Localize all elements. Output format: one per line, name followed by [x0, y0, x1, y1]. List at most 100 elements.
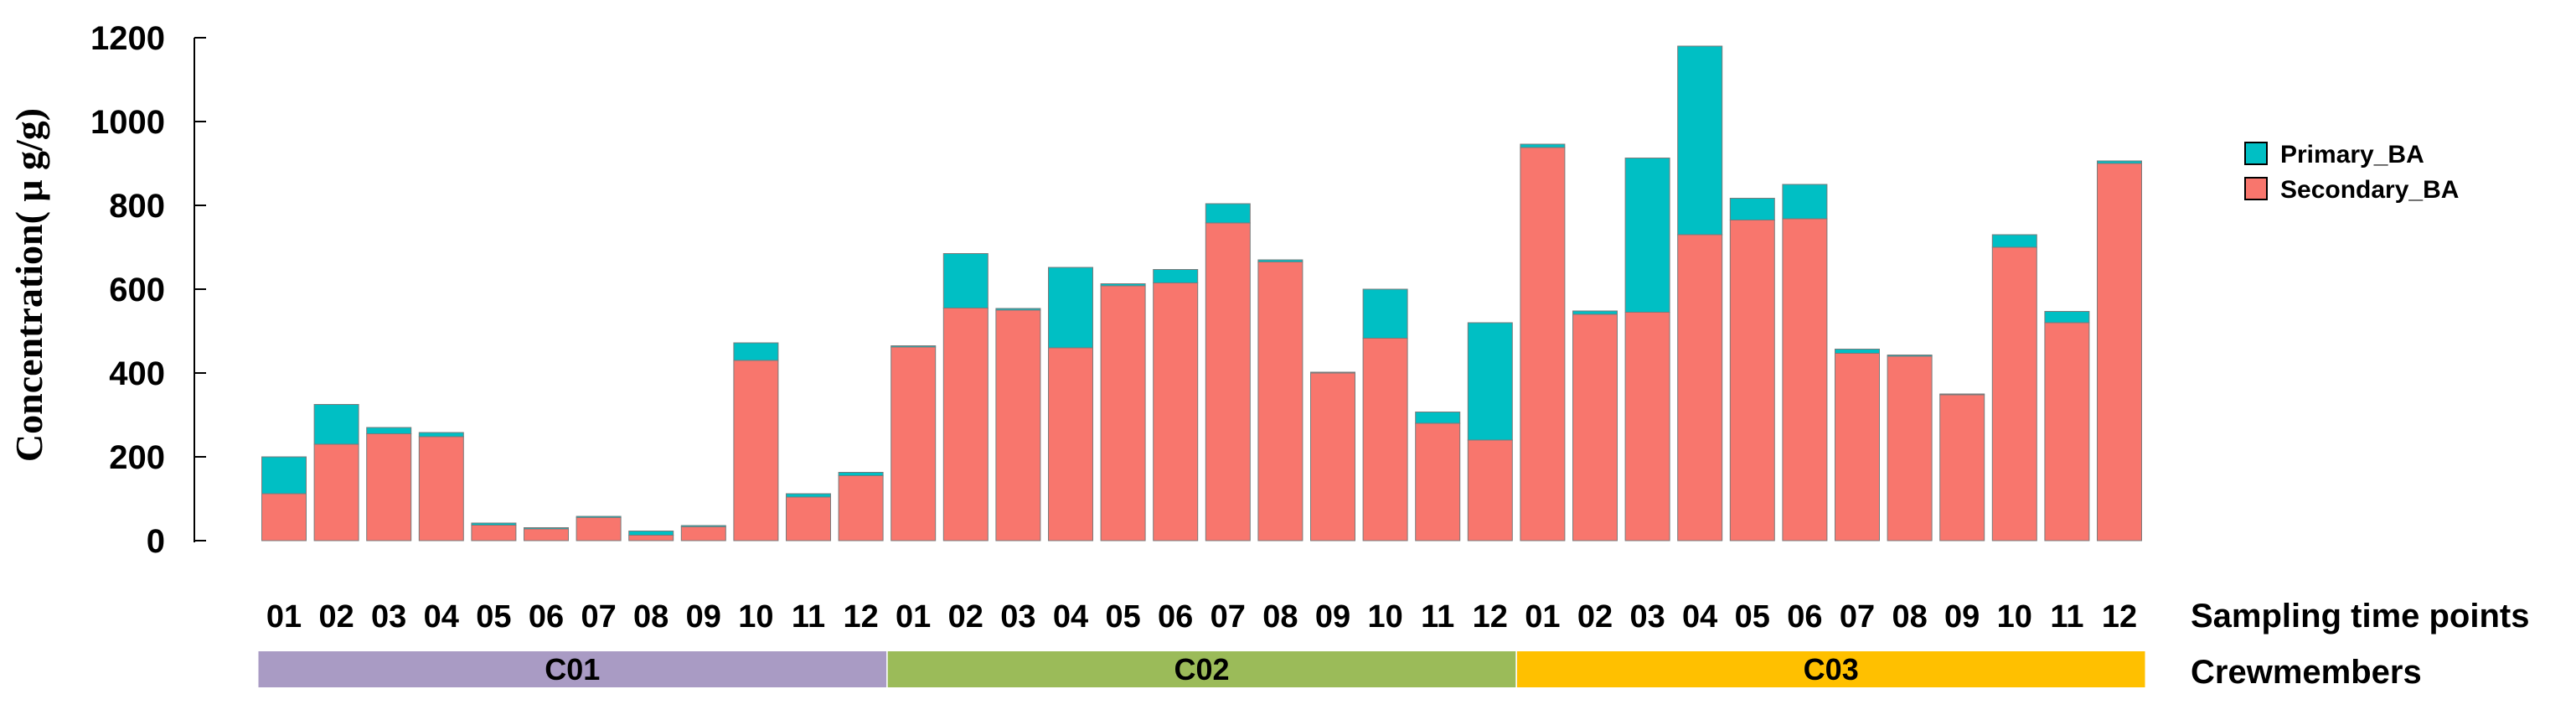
group-axis-title: Crewmembers — [2191, 654, 2422, 691]
bar-primary-ba — [576, 516, 622, 518]
legend-swatch — [2244, 177, 2268, 200]
y-tick-label: 400 — [109, 355, 165, 392]
bar-secondary-ba — [1624, 312, 1670, 541]
x-tick-label: 03 — [1629, 599, 1665, 635]
bar-secondary-ba — [995, 309, 1041, 541]
bars — [261, 45, 2142, 541]
x-tick-label: 06 — [529, 599, 564, 635]
x-tick-label: 03 — [1000, 599, 1035, 635]
x-tick-label: 06 — [1787, 599, 1822, 635]
legend: Primary_BA Secondary_BA — [2244, 141, 2459, 204]
bar-secondary-ba — [942, 308, 989, 541]
bar-primary-ba — [1467, 322, 1513, 441]
x-tick-label: 02 — [318, 599, 354, 635]
bar-secondary-ba — [1520, 147, 1566, 541]
bar-secondary-ba — [1310, 372, 1355, 541]
bar-secondary-ba — [1729, 220, 1775, 541]
x-tick-label: 02 — [948, 599, 983, 635]
bar-secondary-ba — [1362, 338, 1408, 541]
bar-secondary-ba — [1467, 439, 1513, 541]
bar-primary-ba — [1520, 143, 1566, 148]
bar-primary-ba — [1677, 45, 1723, 236]
x-tick-label: 04 — [1053, 599, 1088, 635]
x-tick-label: 08 — [1892, 599, 1927, 635]
x-tick-label: 09 — [1944, 599, 1980, 635]
x-tick-label: 12 — [2102, 599, 2137, 635]
bar-primary-ba — [1362, 288, 1408, 339]
bar-secondary-ba — [838, 475, 884, 541]
x-tick-label: 04 — [424, 599, 459, 635]
x-tick-label: 04 — [1682, 599, 1717, 635]
x-tick-label: 09 — [1315, 599, 1350, 635]
x-tick-label: 07 — [581, 599, 616, 635]
y-tick-label: 800 — [109, 188, 165, 225]
bar-secondary-ba — [628, 535, 674, 541]
x-tick-label: 11 — [2050, 599, 2083, 635]
x-tick-label: 07 — [1211, 599, 1246, 635]
y-tick-label: 1200 — [90, 20, 165, 57]
y-axis: 0 200 400 600 800 1000 1200 — [90, 20, 206, 560]
bar-primary-ba — [942, 253, 989, 308]
bar-primary-ba — [680, 525, 726, 527]
bar-primary-ba — [366, 427, 412, 434]
x-tick-label: 12 — [843, 599, 878, 635]
y-tick-label: 0 — [147, 523, 165, 560]
bar-primary-ba — [1782, 184, 1828, 220]
bar-secondary-ba — [1100, 285, 1146, 541]
bar-secondary-ba — [1991, 246, 2037, 541]
bar-primary-ba — [261, 456, 307, 495]
x-tick-label: 10 — [1367, 599, 1402, 635]
x-tick-label: 08 — [633, 599, 669, 635]
x-tick-label: 07 — [1840, 599, 1875, 635]
x-tick-label: 01 — [896, 599, 931, 635]
bar-primary-ba — [2044, 311, 2090, 324]
group-band-c02 — [887, 651, 1516, 687]
x-tick-label: 10 — [738, 599, 773, 635]
bar-primary-ba — [995, 308, 1041, 311]
bar-secondary-ba — [891, 346, 937, 541]
bar-primary-ba — [1257, 259, 1303, 262]
x-tick-label: 05 — [476, 599, 511, 635]
bar-secondary-ba — [418, 436, 464, 541]
bar-primary-ba — [524, 527, 569, 530]
bar-primary-ba — [628, 531, 674, 536]
bar-primary-ba — [1048, 267, 1093, 349]
bar-primary-ba — [471, 522, 517, 526]
bar-secondary-ba — [313, 443, 359, 541]
x-tick-label: 05 — [1105, 599, 1140, 635]
bar-secondary-ba — [524, 528, 569, 541]
bar-primary-ba — [1153, 269, 1199, 283]
bar-primary-ba — [2097, 160, 2142, 164]
bar-secondary-ba — [1677, 234, 1723, 541]
y-tick-label: 600 — [109, 272, 165, 308]
x-tick-label: 03 — [371, 599, 406, 635]
bar-primary-ba — [1572, 310, 1618, 315]
bar-primary-ba — [1887, 355, 1933, 357]
y-tick-label: 1000 — [90, 104, 165, 141]
bar-secondary-ba — [261, 493, 307, 541]
bar-primary-ba — [1205, 203, 1251, 224]
x-tick-label: 09 — [686, 599, 721, 635]
bar-primary-ba — [1415, 412, 1461, 424]
x-tick-label: 12 — [1473, 599, 1508, 635]
bar-primary-ba — [1991, 234, 2037, 248]
bar-primary-ba — [1835, 349, 1880, 354]
bar-secondary-ba — [1782, 218, 1828, 541]
bar-primary-ba — [891, 345, 937, 348]
x-tick-label: 01 — [1525, 599, 1560, 635]
bar-primary-ba — [1624, 158, 1670, 313]
x-tick-label: 10 — [1997, 599, 2032, 635]
bar-secondary-ba — [1048, 347, 1093, 541]
x-axis-title: Sampling time points — [2191, 598, 2529, 635]
bar-primary-ba — [418, 432, 464, 438]
x-tick-label: 05 — [1735, 599, 1770, 635]
bar-secondary-ba — [1835, 353, 1880, 541]
bar-secondary-ba — [786, 496, 831, 541]
bar-primary-ba — [313, 404, 359, 445]
x-tick-label: 02 — [1577, 599, 1613, 635]
bar-secondary-ba — [1415, 422, 1461, 541]
bar-secondary-ba — [1205, 222, 1251, 541]
bar-primary-ba — [1310, 371, 1355, 374]
bar-primary-ba — [838, 472, 884, 476]
bar-secondary-ba — [2044, 322, 2090, 541]
